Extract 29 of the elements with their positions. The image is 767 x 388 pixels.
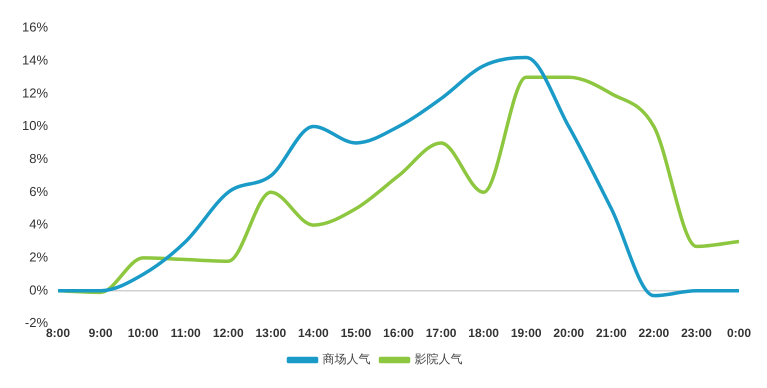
legend-label: 商场人气 — [322, 352, 370, 366]
x-tick-label: 18:00 — [468, 326, 500, 340]
x-tick-label: 16:00 — [383, 326, 414, 340]
x-tick-label: 8:00 — [46, 326, 70, 340]
y-tick-label: 16% — [22, 20, 48, 35]
x-tick-label: 0:00 — [726, 326, 752, 340]
x-tick-label: 19:00 — [510, 326, 542, 340]
x-tick-label: 14:00 — [298, 326, 330, 340]
x-tick-label: 10:00 — [128, 326, 159, 340]
y-tick-label: 10% — [22, 118, 48, 134]
y-tick-label: 8% — [29, 150, 48, 166]
x-tick-label: 17:00 — [426, 326, 457, 340]
y-tick-label: -2% — [24, 315, 48, 330]
x-tick-label: 22:00 — [638, 326, 670, 340]
y-tick-label: 14% — [22, 52, 48, 68]
y-tick-label: 12% — [22, 85, 48, 100]
x-tick-label: 11:00 — [170, 326, 202, 340]
x-tick-label: 20:00 — [553, 326, 584, 340]
y-tick-label: 6% — [29, 184, 48, 199]
x-tick-label: 12:00 — [212, 326, 244, 340]
x-tick-label: 15:00 — [340, 326, 372, 340]
y-tick-label: 4% — [29, 216, 48, 232]
legend-label: 影院人气 — [414, 352, 462, 366]
y-tick-label: 2% — [29, 249, 48, 264]
x-tick-label: 13:00 — [255, 326, 286, 340]
x-tick-label: 23:00 — [681, 326, 712, 340]
x-tick-label: 21:00 — [596, 326, 627, 340]
y-tick-label: 0% — [29, 282, 48, 298]
x-tick-label: 9:00 — [88, 326, 113, 340]
